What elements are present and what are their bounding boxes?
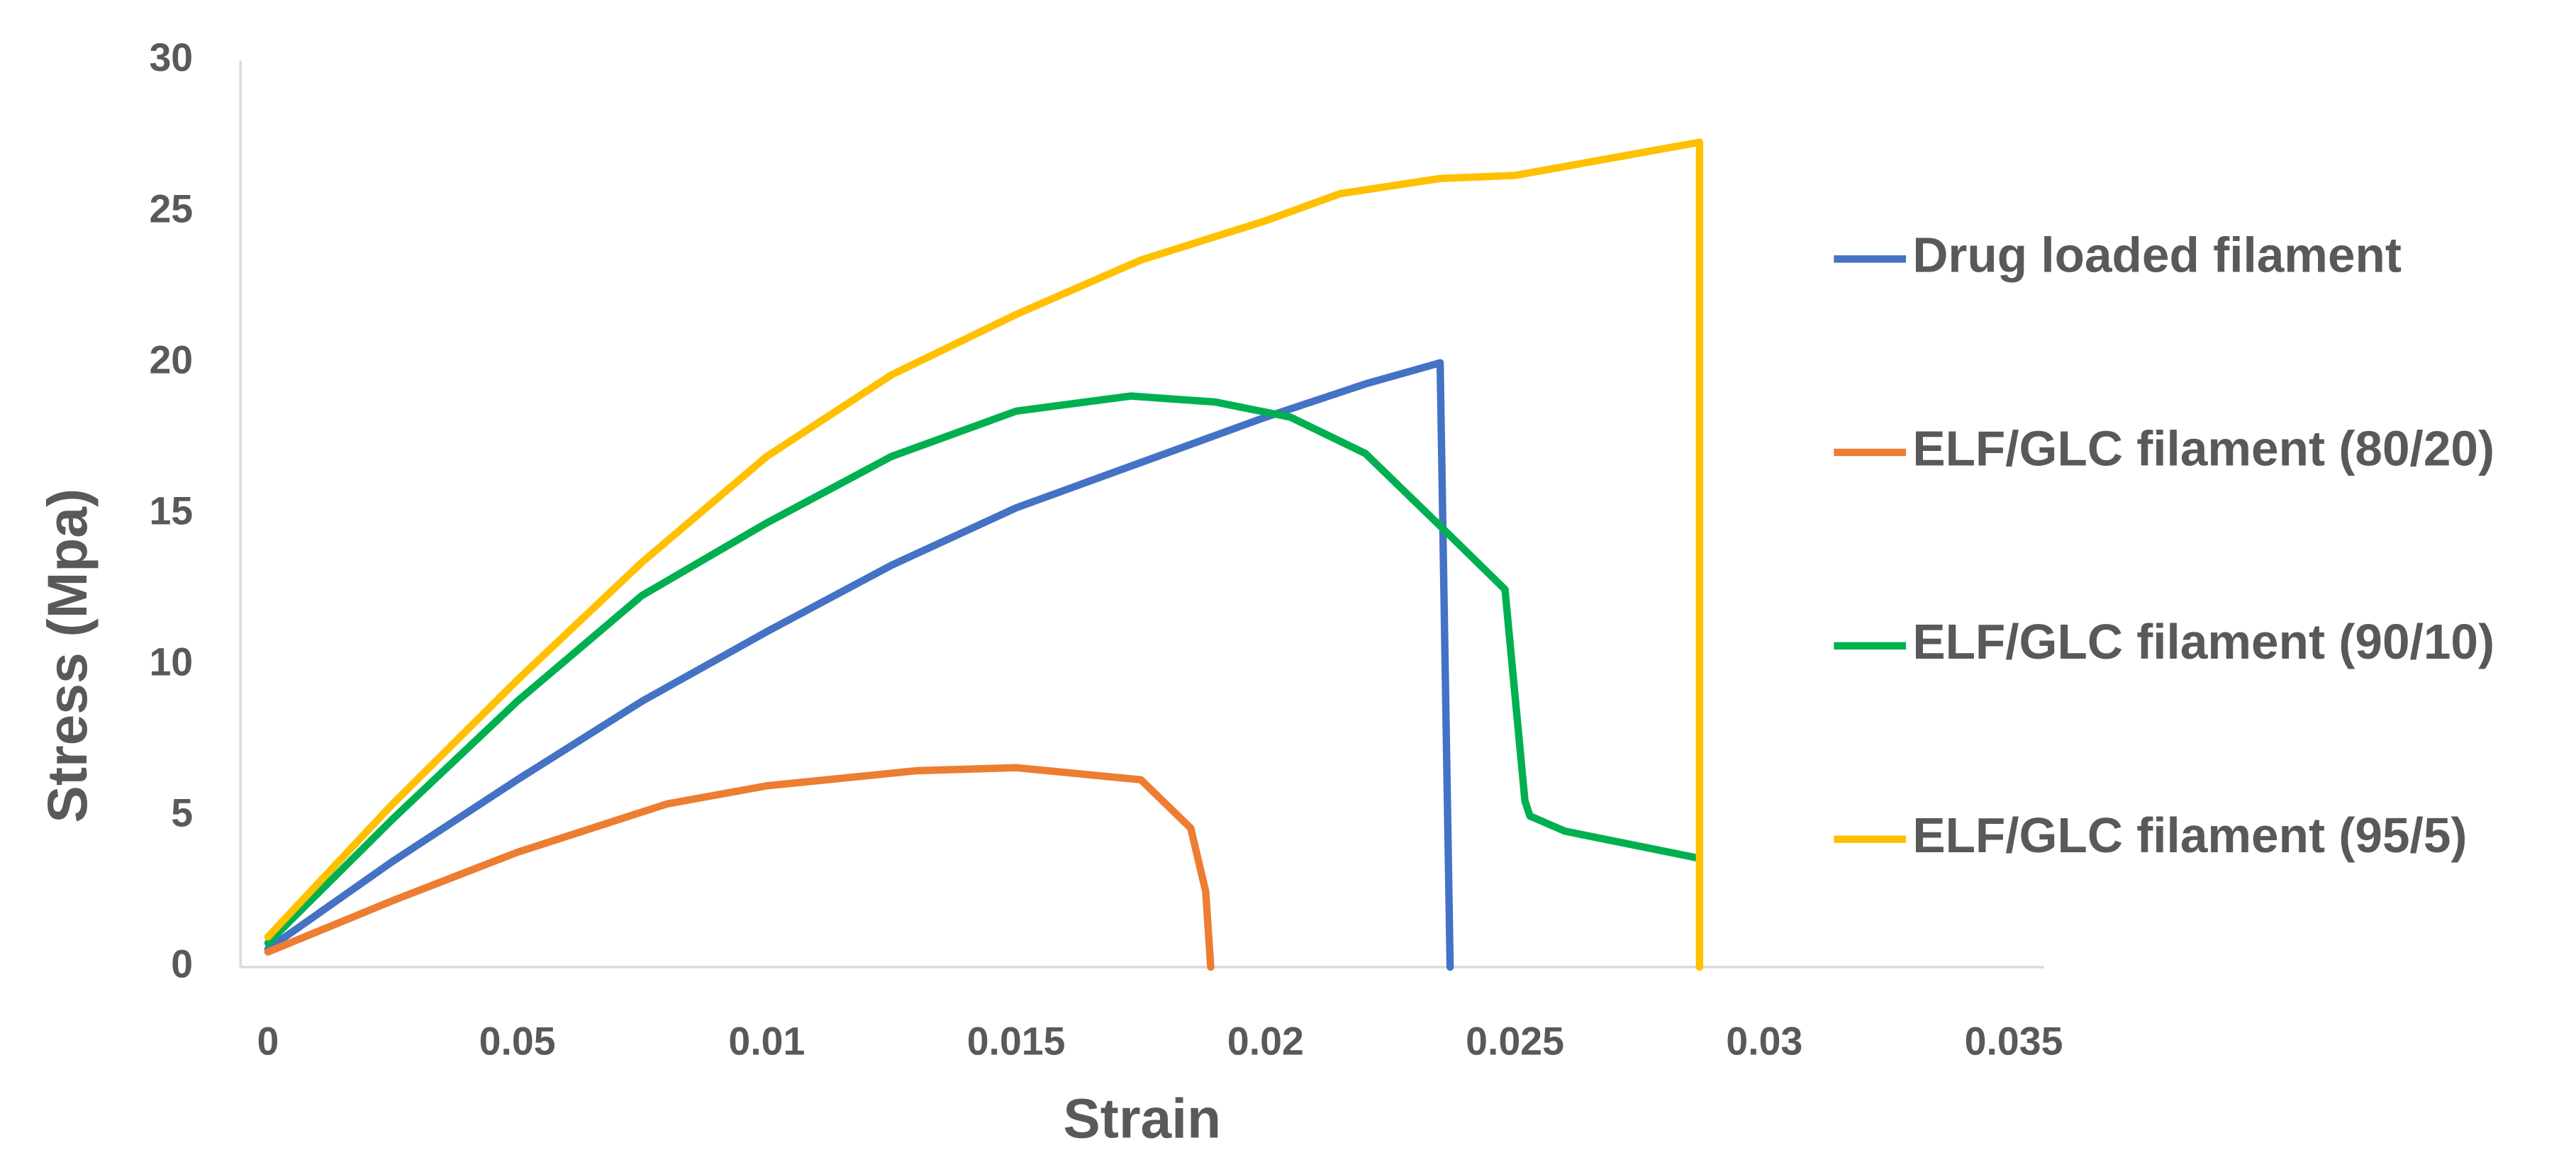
legend-label: ELF/GLC filament (80/20) bbox=[1912, 420, 2494, 476]
y-tick-label: 20 bbox=[149, 337, 193, 381]
x-tick-label: 0.035 bbox=[1965, 1019, 2063, 1063]
x-tick-label: 0.015 bbox=[967, 1019, 1066, 1063]
x-axis-title: Strain bbox=[1063, 1087, 1221, 1149]
y-tick-label: 5 bbox=[171, 791, 193, 835]
x-tick-label: 0 bbox=[257, 1019, 279, 1063]
y-tick-label: 15 bbox=[149, 489, 193, 532]
y-tick-label: 30 bbox=[149, 35, 193, 79]
legend-label: ELF/GLC filament (95/5) bbox=[1912, 808, 2467, 863]
legend-label: Drug loaded filament bbox=[1912, 228, 2402, 283]
x-tick-label: 0.01 bbox=[728, 1019, 805, 1063]
y-tick-label: 0 bbox=[171, 942, 193, 986]
x-tick-label: 0.05 bbox=[479, 1019, 556, 1063]
x-tick-label: 0.025 bbox=[1466, 1019, 1564, 1063]
y-axis-title: Stress (Mpa) bbox=[36, 489, 99, 823]
series-line bbox=[264, 138, 1704, 971]
series-line bbox=[264, 764, 1215, 971]
legend-label: ELF/GLC filament (90/10) bbox=[1912, 614, 2494, 669]
y-tick-label: 25 bbox=[149, 186, 193, 230]
series-line bbox=[264, 392, 1704, 947]
x-tick-label: 0.02 bbox=[1227, 1019, 1304, 1063]
y-tick-label: 10 bbox=[149, 640, 193, 684]
x-tick-label: 0.03 bbox=[1726, 1019, 1802, 1063]
series-line bbox=[264, 359, 1454, 971]
